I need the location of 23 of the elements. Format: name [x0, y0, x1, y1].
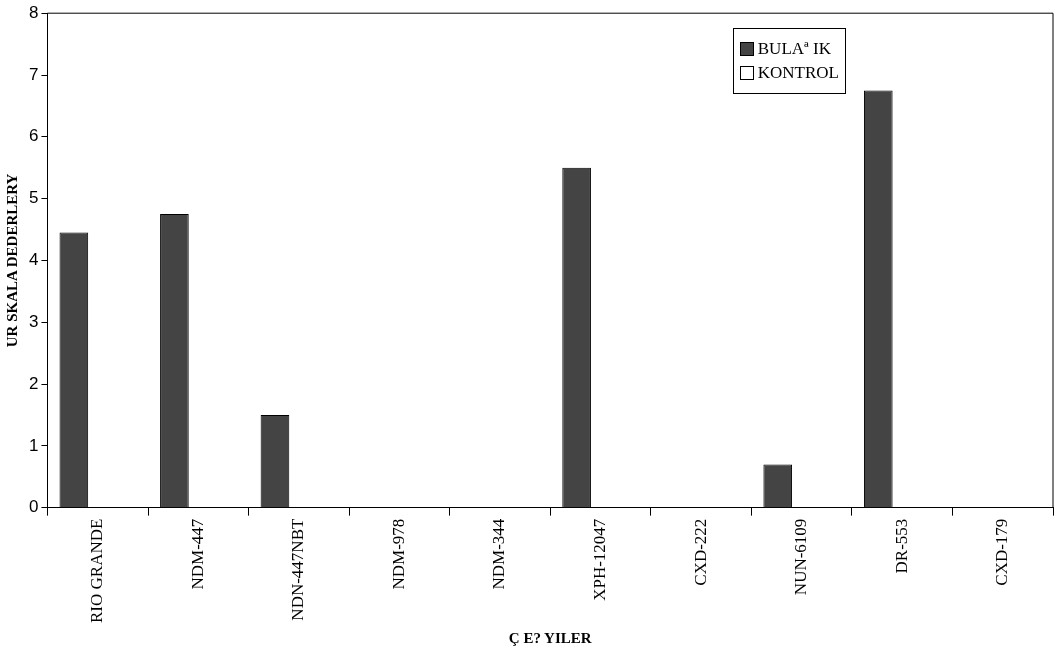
- y-tick-label: 7: [28, 64, 39, 84]
- y-tick-label: 6: [28, 126, 39, 146]
- x-tick-label: DR-553: [891, 518, 911, 574]
- y-tick-label: 8: [28, 2, 39, 22]
- x-tick-label: NUN-6109: [791, 518, 811, 596]
- x-tick-label: NDM-978: [388, 518, 408, 590]
- legend-label: BULAª IK: [757, 39, 831, 59]
- y-tick-label: 0: [28, 497, 39, 517]
- y-tick-label: 2: [28, 373, 39, 393]
- y-tick-label: 1: [28, 435, 39, 455]
- legend-label: KONTROL: [757, 63, 839, 83]
- y-axis-title: UR SKALA DEDERLERY: [3, 173, 20, 348]
- x-tick-label: XPH-12047: [589, 518, 609, 601]
- x-tick-label: NDN-447NBT: [288, 518, 308, 621]
- x-axis-title: Ç E? YILER: [508, 629, 592, 646]
- y-tick-label: 5: [28, 188, 39, 208]
- x-tick-label: NDM-344: [489, 518, 509, 590]
- x-tick-label: CXD-179: [992, 518, 1012, 586]
- x-tick-label: RIO GRANDE: [87, 518, 107, 623]
- y-tick-label: 3: [28, 311, 39, 331]
- x-tick-label: CXD-222: [690, 518, 710, 586]
- y-tick-label: 4: [28, 250, 39, 270]
- x-tick-label: NDM-447: [187, 518, 207, 590]
